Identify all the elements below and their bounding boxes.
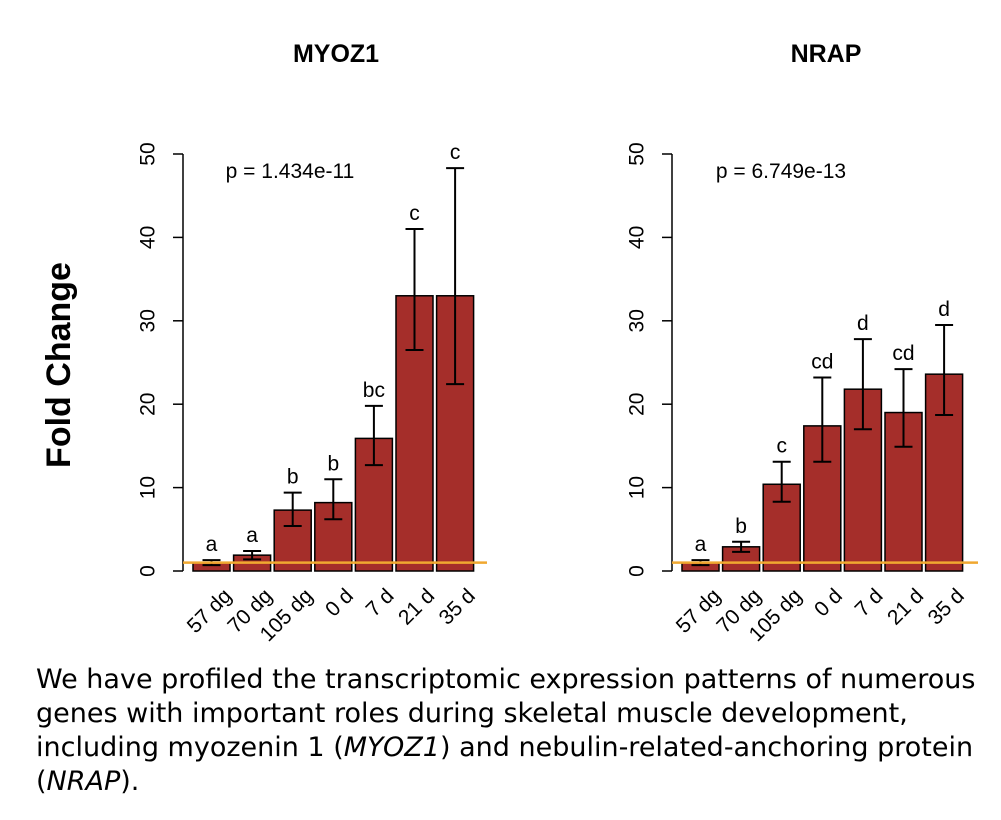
x-tick-label: 57 dg <box>672 584 725 637</box>
significance-letter: c <box>409 202 420 225</box>
x-tick-label: 57 dg <box>183 584 236 637</box>
significance-letter: d <box>938 298 950 321</box>
chart-title: MYOZ1 <box>293 40 379 68</box>
y-tick-label: 10 <box>625 476 648 499</box>
x-tick-label: 21 d <box>394 584 439 629</box>
significance-letter: cd <box>892 342 914 365</box>
y-tick-label: 0 <box>136 565 159 577</box>
caption-text-3: ). <box>120 766 140 797</box>
y-axis-label: Fold Change <box>40 262 78 468</box>
caption-gene-nrap: NRAP <box>46 766 121 797</box>
p-value-annotation: p = 6.749e-13 <box>716 160 846 183</box>
y-tick-label: 30 <box>136 309 159 332</box>
significance-letter: a <box>206 533 218 556</box>
caption-text-2: ) and nebulin-related-anchoring protein … <box>36 732 974 797</box>
y-tick-label: 40 <box>136 226 159 249</box>
y-tick-label: 20 <box>625 393 648 416</box>
caption-text-1: We have profiled the transcriptomic expr… <box>36 664 976 763</box>
x-tick-label: 7 d <box>362 584 399 621</box>
x-tick-label: 35 d <box>924 584 969 629</box>
x-tick-label: 0 d <box>321 584 358 621</box>
significance-letter: bc <box>363 379 385 402</box>
y-tick-label: 30 <box>625 309 648 332</box>
significance-letter: a <box>695 533 707 556</box>
p-value-annotation: p = 1.434e-11 <box>226 160 355 183</box>
significance-letter: b <box>287 466 299 489</box>
x-tick-label: 21 d <box>883 584 928 629</box>
figure: Fold Change MYOZ1 0 10 20 30 40 50 p = 1.434e-1… <box>40 40 978 646</box>
y-tick-label: 50 <box>625 142 648 165</box>
significance-letter: c <box>450 141 461 164</box>
y-tick-label: 0 <box>625 565 648 577</box>
significance-letter: c <box>776 435 787 458</box>
x-tick-label: 35 d <box>435 584 480 629</box>
caption-gene-myoz1: MYOZ1 <box>343 732 440 763</box>
y-tick-label: 40 <box>625 226 648 249</box>
y-tick-label: 10 <box>136 476 159 499</box>
y-tick-label: 20 <box>136 393 159 416</box>
x-tick-label: 0 d <box>810 584 847 621</box>
x-tick-label: 7 d <box>851 584 888 621</box>
significance-letter: b <box>735 515 747 538</box>
y-tick-label: 50 <box>136 142 159 165</box>
significance-letter: a <box>246 524 258 547</box>
significance-letter: d <box>857 312 869 335</box>
significance-letter: cd <box>811 351 833 374</box>
chart-title: NRAP <box>791 40 862 68</box>
significance-letter: b <box>327 452 339 475</box>
figure-caption: We have profiled the transcriptomic expr… <box>36 663 986 799</box>
